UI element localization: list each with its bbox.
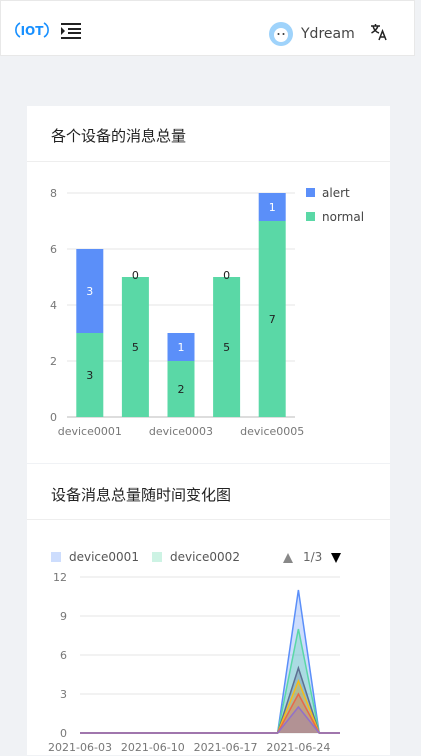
bar-alert [76, 249, 104, 333]
data-label-normal: 5 [132, 341, 139, 354]
logo-text: IOT [21, 24, 45, 38]
x-tick-label: device0001 [58, 425, 122, 438]
x-tick-label: device0005 [240, 425, 304, 438]
x-tick-label: 2021-06-10 [121, 741, 185, 754]
bar-alert [258, 193, 286, 221]
message-total-bar-chart: 0 2 4 6 8 3 3 device0001 5 0 2 1 device0003 5 0 7 1 devic… [50, 186, 364, 438]
data-label-normal: 5 [223, 341, 230, 354]
legend-marker[interactable] [306, 188, 315, 197]
legend-marker[interactable] [51, 552, 61, 562]
y-tick-label: 12 [53, 571, 67, 584]
legend-prev-page-icon[interactable] [283, 553, 293, 563]
data-label-alert: 1 [178, 341, 185, 354]
legend-marker[interactable] [152, 552, 162, 562]
user-menu[interactable]: Ydream [269, 21, 355, 47]
y-tick-label: 6 [60, 649, 67, 662]
legend-label[interactable]: normal [322, 210, 364, 224]
y-tick-label: 4 [50, 299, 57, 312]
y-tick-label: 3 [60, 688, 67, 701]
bar-normal [76, 333, 104, 417]
card-header: 设备消息总量随时间变化图 [27, 464, 390, 520]
x-tick-label: device0003 [149, 425, 213, 438]
y-tick-label: 0 [50, 411, 57, 424]
menu-fold-icon[interactable] [61, 23, 83, 39]
y-tick-label: 2 [50, 355, 57, 368]
bar-normal [258, 221, 286, 417]
data-label-alert: 0 [223, 269, 230, 282]
bar-normal [121, 277, 149, 417]
x-tick-label: 2021-06-17 [194, 741, 258, 754]
y-tick-label: 0 [60, 727, 67, 740]
card-title: 设备消息总量随时间变化图 [51, 486, 232, 504]
avatar[interactable] [269, 22, 293, 46]
message-trend-area-chart: 0 3 6 9 12 2021-06-03 2021-06-10 2021-06-17 2021… [48, 550, 341, 754]
y-tick-label: 6 [50, 243, 57, 256]
y-tick-label: 9 [60, 610, 67, 623]
data-label-normal: 2 [178, 383, 185, 396]
x-tick-label: 2021-06-24 [266, 741, 330, 754]
bar-alert [167, 333, 195, 361]
message-trend-card: 设备消息总量随时间变化图 0 3 6 9 12 2021-06-03 2021-06-10 2… [27, 464, 390, 755]
device-message-total-card: 各个设备的消息总量 0 2 4 6 8 3 3 device0001 5 0 2 1 device000… [27, 106, 390, 463]
translate-icon[interactable] [370, 23, 388, 41]
data-label-alert: 3 [86, 285, 93, 298]
card-header: 各个设备的消息总量 [27, 106, 390, 162]
data-label-alert: 0 [132, 269, 139, 282]
legend-label[interactable]: device0002 [170, 550, 240, 564]
card-title: 各个设备的消息总量 [51, 127, 187, 145]
legend-next-page-icon[interactable] [331, 553, 341, 563]
series-line [80, 705, 340, 734]
legend-page-indicator: 1/3 [303, 550, 322, 564]
legend-label[interactable]: device0001 [69, 550, 139, 564]
data-label-normal: 3 [86, 369, 93, 382]
iot-logo-icon[interactable]: IOT [15, 15, 49, 45]
legend-label[interactable]: alert [322, 186, 350, 200]
bar-normal [213, 277, 241, 417]
data-label-normal: 7 [269, 313, 276, 326]
x-tick-label: 2021-06-03 [48, 741, 112, 754]
username[interactable]: Ydream [301, 26, 355, 42]
y-tick-label: 8 [50, 187, 57, 200]
bar-normal [167, 361, 195, 417]
top-navbar: IOT Ydream [0, 0, 415, 56]
data-label-alert: 1 [269, 201, 276, 214]
legend-marker[interactable] [306, 212, 315, 221]
